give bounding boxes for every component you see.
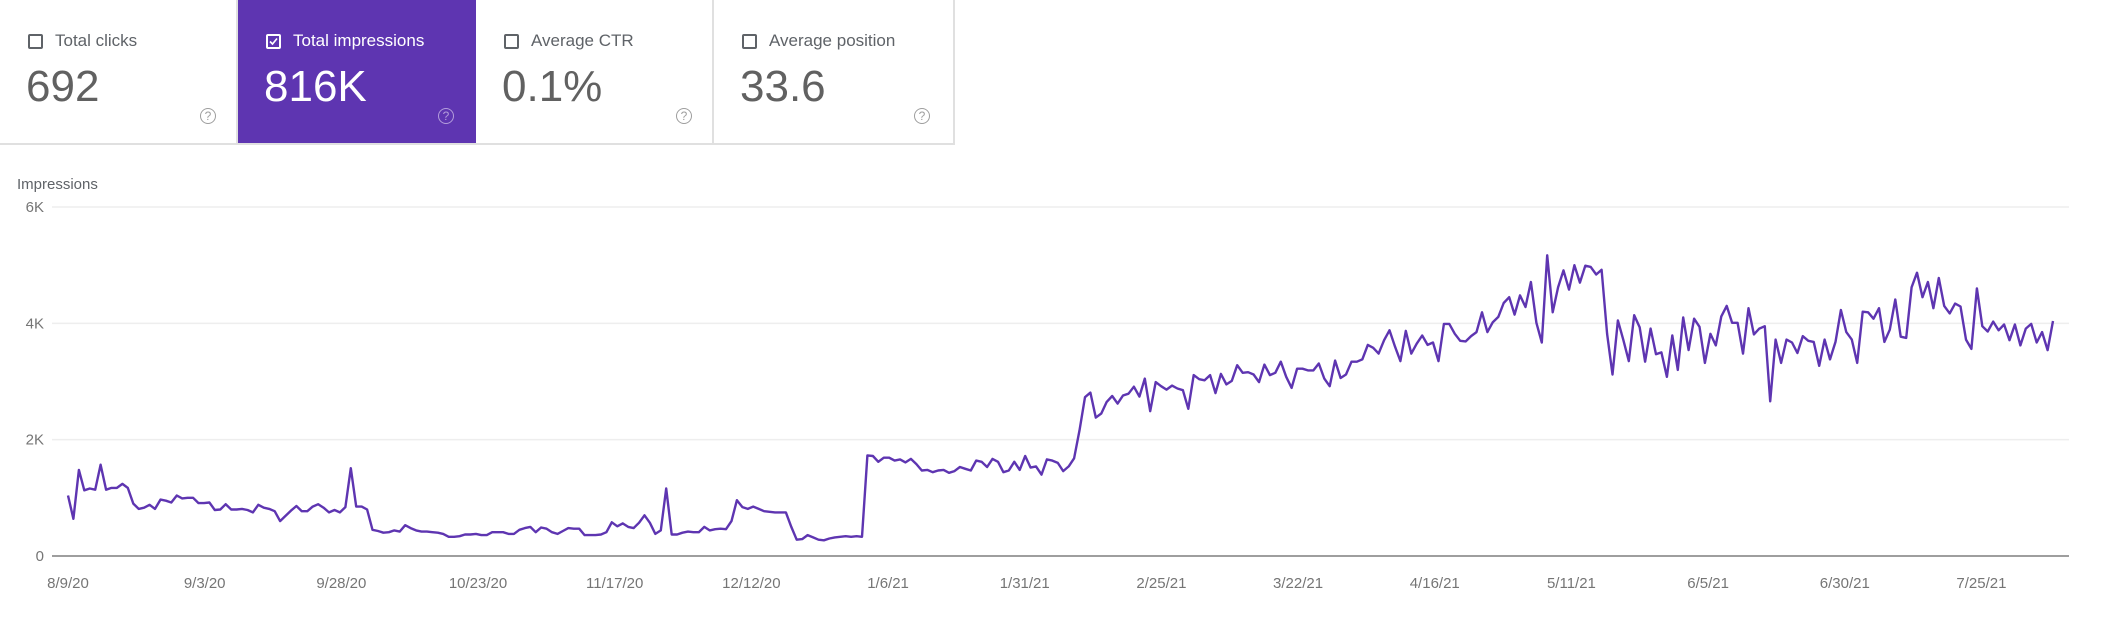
x-tick-label: 1/6/21 <box>867 575 909 592</box>
metric-label: Total impressions <box>293 31 425 50</box>
checkbox-unchecked-icon[interactable] <box>742 34 757 49</box>
x-tick-label: 1/31/21 <box>1000 575 1050 592</box>
metric-card-average-position[interactable]: Average position 33.6 ? <box>714 0 955 143</box>
x-tick-label: 4/16/21 <box>1410 575 1460 592</box>
x-tick-label: 3/22/21 <box>1273 575 1323 592</box>
metric-card-total-clicks[interactable]: Total clicks 692 ? <box>0 0 238 143</box>
x-tick-label: 9/3/20 <box>184 575 226 592</box>
metric-card-average-ctr[interactable]: Average CTR 0.1% ? <box>476 0 714 143</box>
help-circle-icon[interactable]: ? <box>438 108 454 124</box>
metric-value: 816K <box>264 62 367 111</box>
x-tick-label: 12/12/20 <box>722 575 780 592</box>
y-tick-label: 2K <box>26 432 44 449</box>
x-tick-label: 6/5/21 <box>1687 575 1729 592</box>
checkbox-unchecked-icon[interactable] <box>504 34 519 49</box>
metric-label: Average position <box>769 31 896 50</box>
x-tick-label: 9/28/20 <box>316 575 366 592</box>
x-tick-label: 6/30/21 <box>1820 575 1870 592</box>
y-tick-label: 4K <box>26 315 44 332</box>
x-tick-label: 10/23/20 <box>449 575 507 592</box>
x-tick-label: 2/25/21 <box>1136 575 1186 592</box>
metric-value: 33.6 <box>740 62 826 111</box>
metric-value: 0.1% <box>502 62 603 111</box>
x-tick-label: 7/25/21 <box>1956 575 2006 592</box>
impressions-series-line <box>66 254 2055 542</box>
help-circle-icon[interactable]: ? <box>914 108 930 124</box>
checkbox-unchecked-icon[interactable] <box>28 34 43 49</box>
x-tick-label: 11/17/20 <box>586 575 643 592</box>
x-tick-label: 8/9/20 <box>47 575 89 592</box>
metric-value: 692 <box>26 62 100 111</box>
metric-card-total-impressions[interactable]: Total impressions 816K ? <box>238 0 476 143</box>
metric-label: Total clicks <box>55 31 138 50</box>
metric-cards: Total clicks 692 ? Total impressions 816… <box>0 0 955 145</box>
metric-label: Average CTR <box>531 31 634 50</box>
help-circle-icon[interactable]: ? <box>200 108 216 124</box>
y-tick-label: 6K <box>26 199 44 216</box>
x-tick-label: 5/11/21 <box>1547 575 1596 592</box>
y-axis-title: Impressions <box>17 176 98 193</box>
y-tick-label: 0 <box>36 548 44 565</box>
help-circle-icon[interactable]: ? <box>676 108 692 124</box>
checkbox-checked-icon[interactable] <box>266 34 281 49</box>
